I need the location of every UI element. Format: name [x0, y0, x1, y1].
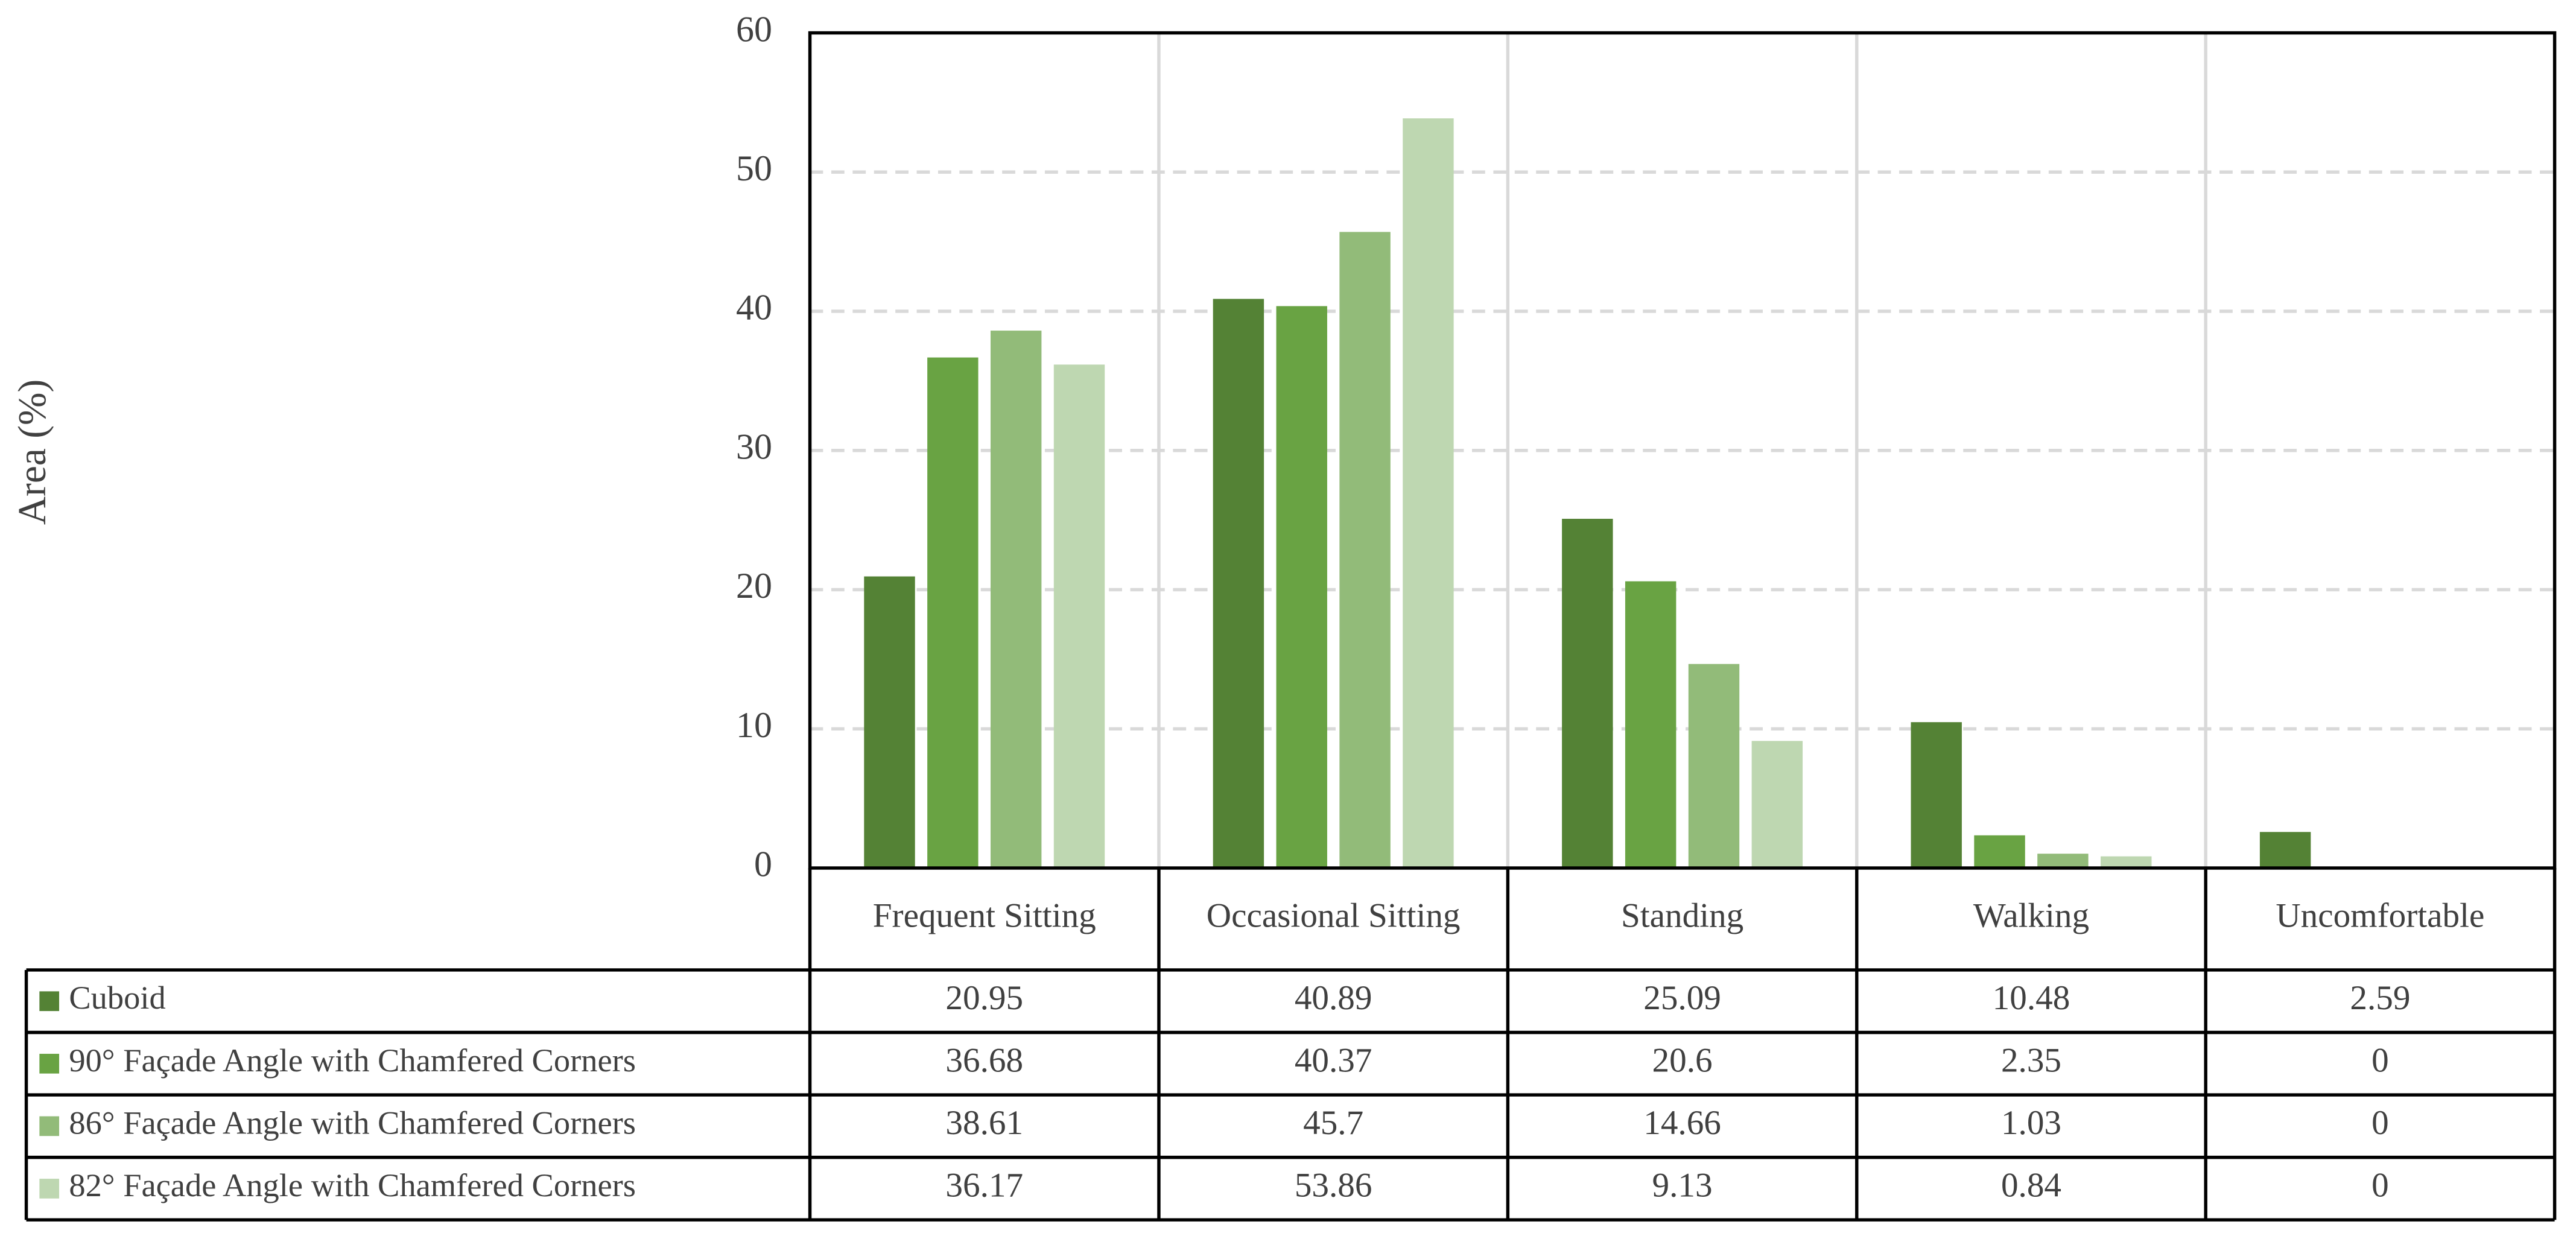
- bar: [2037, 854, 2089, 868]
- legend-label: 90° Façade Angle with Chamfered Corners: [69, 1042, 636, 1079]
- category-label: Uncomfortable: [2276, 897, 2484, 935]
- y-tick-label: 20: [736, 566, 772, 606]
- bar: [1911, 722, 1962, 868]
- y-axis-label: Area (%): [11, 379, 54, 525]
- table-value: 14.66: [1643, 1104, 1721, 1142]
- y-tick-label: 50: [736, 148, 772, 188]
- table-value: 0: [2371, 1104, 2389, 1142]
- y-tick-label: 0: [754, 845, 772, 884]
- bar: [1974, 835, 2025, 868]
- bar: [990, 331, 1042, 868]
- category-label: Occasional Sitting: [1207, 897, 1461, 935]
- table-value: 45.7: [1303, 1104, 1363, 1142]
- table-value: 36.68: [945, 1041, 1023, 1079]
- table-value: 0: [2371, 1167, 2389, 1205]
- table-value: 0: [2371, 1041, 2389, 1079]
- category-label: Walking: [1973, 897, 2089, 935]
- legend-label: 86° Façade Angle with Chamfered Corners: [69, 1104, 636, 1141]
- bar: [1562, 519, 1613, 868]
- bar: [1751, 741, 1803, 868]
- bar: [1276, 306, 1327, 868]
- bar: [864, 576, 915, 868]
- table-value: 0.84: [2001, 1167, 2061, 1205]
- bar: [927, 357, 979, 868]
- bar: [1053, 364, 1105, 868]
- bar: [1688, 664, 1740, 868]
- y-tick-label: 10: [736, 705, 772, 745]
- bar: [1213, 299, 1264, 868]
- legend-swatch: [39, 1116, 60, 1136]
- bar: [1339, 232, 1391, 868]
- table-value: 36.17: [945, 1167, 1023, 1205]
- plot-frame: [808, 31, 2557, 870]
- y-tick-label: 30: [736, 426, 772, 466]
- table-value: 2.35: [2001, 1041, 2061, 1079]
- table-value: 25.09: [1643, 979, 1721, 1017]
- table-value: 40.37: [1295, 1041, 1372, 1079]
- table-value: 20.6: [1652, 1041, 1713, 1079]
- bar: [1403, 118, 1454, 868]
- category-label: Frequent Sitting: [873, 897, 1096, 935]
- table-value: 1.03: [2001, 1104, 2061, 1142]
- table-value: 2.59: [2350, 979, 2410, 1017]
- table-value: 40.89: [1295, 979, 1372, 1017]
- legend-swatch: [39, 1053, 60, 1074]
- table-value: 9.13: [1652, 1167, 1713, 1205]
- legend-swatch: [39, 1179, 60, 1199]
- bar: [1625, 581, 1677, 868]
- bar: [2259, 832, 2311, 868]
- legend-swatch: [39, 991, 60, 1012]
- table-value: 10.48: [1993, 979, 2070, 1017]
- table-value: 20.95: [945, 979, 1023, 1017]
- y-tick-label: 40: [736, 288, 772, 328]
- y-tick-label: 60: [736, 9, 772, 49]
- bar: [2101, 856, 2152, 868]
- legend-label: 82° Façade Angle with Chamfered Corners: [69, 1167, 636, 1203]
- table-value: 53.86: [1295, 1167, 1372, 1205]
- table-value: 38.61: [945, 1104, 1023, 1142]
- category-label: Standing: [1621, 897, 1743, 935]
- legend-label: Cuboid: [69, 979, 165, 1016]
